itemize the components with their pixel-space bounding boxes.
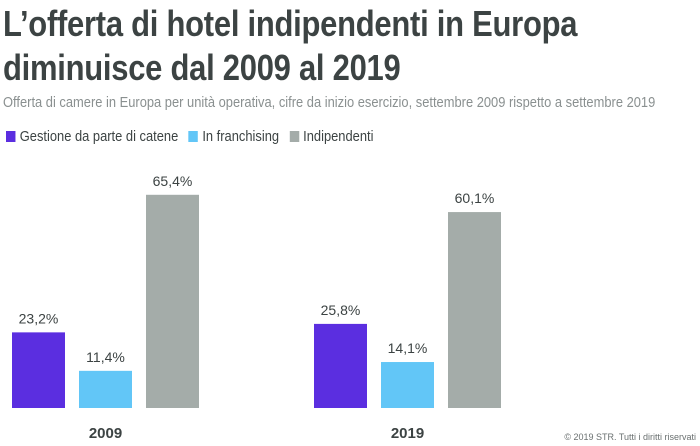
category-label: 2009 bbox=[89, 425, 122, 442]
legend: Gestione da parte di catene In franchisi… bbox=[6, 128, 373, 145]
chart-title: L’offerta di hotel indipendenti in Europ… bbox=[3, 2, 577, 90]
legend-label: In franchising bbox=[202, 128, 280, 145]
legend-item-independent: Indipendenti bbox=[289, 128, 373, 145]
data-label: 11,4% bbox=[86, 349, 125, 365]
data-label: 25,8% bbox=[321, 302, 361, 318]
chart-subtitle: Offerta di camere in Europa per unità op… bbox=[3, 94, 656, 111]
legend-swatch bbox=[188, 131, 199, 142]
title-line-2: diminuisce dal 2009 al 2019 bbox=[3, 47, 401, 88]
copyright: © 2019 STR. Tutti i diritti riservati bbox=[564, 432, 696, 442]
legend-swatch bbox=[289, 131, 299, 142]
data-label: 23,2% bbox=[19, 310, 59, 326]
bar-2019-1 bbox=[381, 362, 434, 408]
bar-2019-0 bbox=[314, 323, 367, 408]
bar-2009-2 bbox=[146, 194, 199, 408]
legend-label: Gestione da parte di catene bbox=[19, 128, 179, 145]
data-label: 60,1% bbox=[455, 190, 495, 206]
bar-2019-2 bbox=[448, 212, 501, 408]
bar-2009-0 bbox=[12, 332, 65, 408]
bar-2009-1 bbox=[79, 370, 132, 408]
category-label: 2019 bbox=[391, 425, 424, 442]
legend-label: Indipendenti bbox=[303, 128, 374, 145]
legend-item-chains: Gestione da parte di catene bbox=[6, 128, 178, 145]
legend-item-franchising: In franchising bbox=[188, 128, 280, 145]
data-label: 14,1% bbox=[388, 340, 428, 356]
data-label: 65,4% bbox=[153, 173, 193, 189]
legend-swatch bbox=[6, 131, 16, 142]
title-line-1: L’offerta di hotel indipendenti in Europ… bbox=[3, 3, 578, 44]
